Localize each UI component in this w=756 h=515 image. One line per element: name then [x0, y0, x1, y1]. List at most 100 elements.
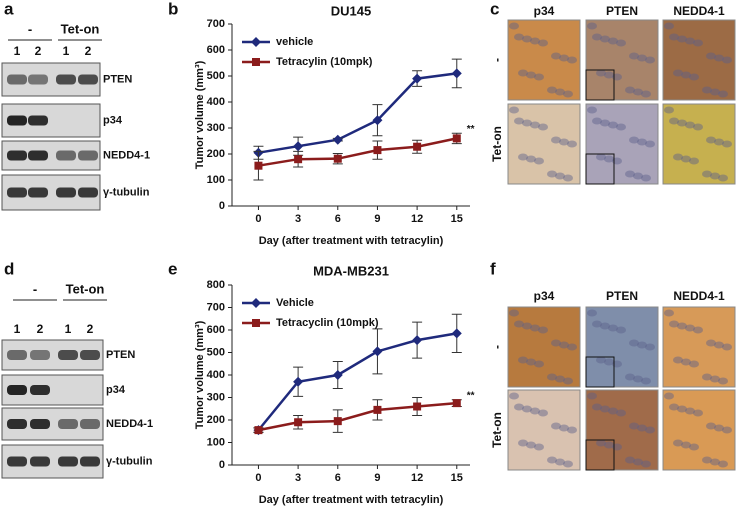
marker [412, 335, 423, 346]
nucleus [526, 71, 536, 79]
nucleus [592, 320, 602, 328]
x-tick-label: 9 [374, 472, 380, 484]
protein-label: NEDD4-1 [106, 418, 153, 430]
row-label: - [490, 58, 504, 62]
blot-band [78, 187, 98, 198]
lane-label: 1 [63, 44, 70, 58]
column-label: p34 [534, 289, 555, 303]
y-tick-label: 200 [207, 148, 225, 160]
y-tick-label: 500 [207, 346, 225, 358]
panel-label: e [168, 259, 177, 278]
nucleus [563, 460, 573, 468]
blot-band [7, 74, 27, 85]
nucleus [710, 458, 720, 466]
inset [585, 153, 615, 185]
legend-label: Tetracylin (10mpk) [276, 56, 373, 68]
nucleus [625, 456, 635, 464]
marker [332, 134, 343, 145]
series-line [258, 401, 457, 432]
blot-band [7, 385, 27, 395]
x-tick-label: 6 [335, 213, 341, 225]
nucleus [514, 117, 524, 125]
nucleus [677, 405, 687, 413]
nucleus [551, 422, 561, 430]
nucleus [629, 52, 639, 60]
lane-label: 2 [85, 44, 92, 58]
x-tick-label: 6 [335, 472, 341, 484]
nucleus [673, 69, 683, 77]
series-line [258, 72, 457, 154]
protein-label: γ-tubulin [106, 455, 153, 467]
nucleus [616, 409, 626, 417]
nucleus [673, 439, 683, 447]
legend-label: vehicle [276, 36, 313, 48]
nucleus [645, 343, 655, 351]
nucleus [629, 422, 639, 430]
nucleus [645, 56, 655, 64]
nucleus [534, 157, 544, 165]
blot-band [7, 419, 27, 429]
marker [293, 376, 304, 387]
nucleus [702, 86, 712, 94]
row-label: Tet-on [490, 126, 504, 162]
legend-label: Vehicle [276, 297, 314, 309]
nucleus [664, 106, 674, 114]
nucleus [509, 392, 519, 400]
nucleus [587, 106, 597, 114]
nucleus [641, 377, 651, 385]
nucleus [706, 52, 716, 60]
blot-band [28, 150, 48, 161]
blot-band [7, 187, 27, 198]
nucleus [514, 403, 524, 411]
nucleus [629, 339, 639, 347]
marker [372, 346, 383, 357]
x-tick-label: 9 [374, 213, 380, 225]
blot-band [30, 385, 50, 395]
nucleus [518, 69, 528, 77]
ihc-image [662, 306, 736, 388]
nucleus [604, 441, 614, 449]
nucleus [522, 35, 532, 43]
nucleus [641, 460, 651, 468]
protein-label: PTEN [103, 73, 132, 85]
nucleus [522, 405, 532, 413]
marker [333, 417, 342, 426]
marker [373, 405, 382, 414]
marker [451, 68, 462, 79]
nucleus [681, 71, 691, 79]
nucleus [555, 88, 565, 96]
ihc-image [585, 389, 659, 471]
nucleus [633, 375, 643, 383]
nucleus [641, 90, 651, 98]
column-label: NEDD4-1 [673, 4, 725, 18]
marker [372, 115, 383, 126]
nucleus [677, 35, 687, 43]
nucleus [645, 426, 655, 434]
nucleus [563, 377, 573, 385]
nucleus [587, 392, 597, 400]
nucleus [685, 121, 695, 129]
y-tick-label: 800 [207, 279, 225, 291]
column-label: NEDD4-1 [673, 289, 725, 303]
nucleus [706, 422, 716, 430]
nucleus [555, 375, 565, 383]
marker [294, 155, 303, 164]
x-tick-label: 12 [411, 213, 423, 225]
nucleus [530, 324, 540, 332]
nucleus [681, 358, 691, 366]
nucleus [689, 157, 699, 165]
nucleus [514, 33, 524, 41]
series-line [258, 137, 458, 167]
blot-band [28, 74, 48, 85]
blot-band [58, 456, 78, 467]
nucleus [637, 138, 647, 146]
nucleus [530, 121, 540, 129]
marker [452, 134, 461, 143]
y-tick-label: 300 [207, 122, 225, 134]
nucleus [633, 172, 643, 180]
nucleus [559, 341, 569, 349]
nucleus [534, 360, 544, 368]
blot-band [80, 350, 100, 360]
x-axis-label: Day (after treatment with tetracylin) [259, 494, 444, 506]
